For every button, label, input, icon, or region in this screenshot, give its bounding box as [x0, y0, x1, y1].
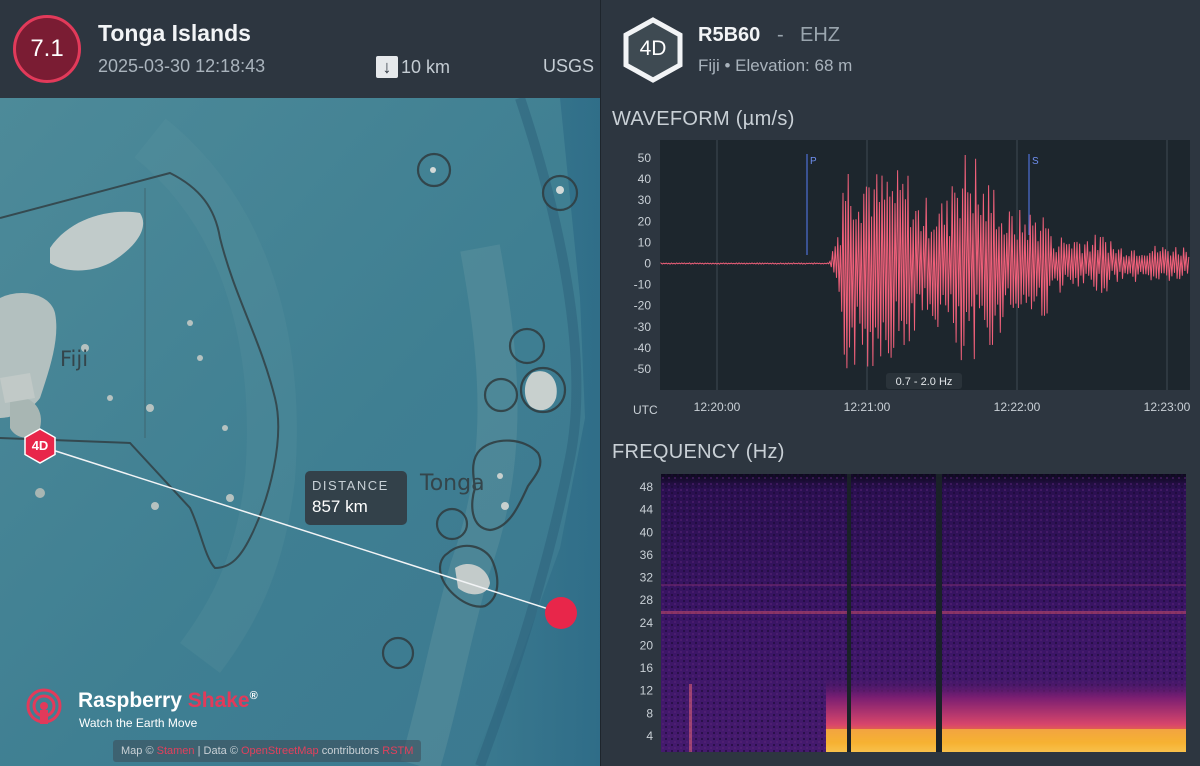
spectrogram-y-tick: 20: [640, 638, 654, 652]
waveform-trace: [660, 154, 1190, 369]
raspberry-shake-logo[interactable]: Raspberry Shake® Watch the Earth Move: [22, 685, 312, 730]
event-map-panel: 7.1 Tonga Islands 2025-03-30 12:18:43 ↓ …: [0, 0, 600, 766]
waveform-y-tick: 30: [638, 193, 652, 207]
phase-p-label: P: [810, 156, 817, 167]
waveform-y-tick: -50: [634, 362, 652, 376]
waveform-title: WAVEFORM (µm/s): [612, 108, 795, 130]
event-depth: ↓ 10 km: [376, 56, 450, 78]
magnitude-badge: 7.1: [13, 15, 81, 83]
brand-tagline: Watch the Earth Move: [79, 716, 198, 730]
map-label-fiji: Fiji: [60, 347, 88, 371]
attribution-link-osm[interactable]: OpenStreetMap: [240, 745, 319, 757]
station-location: Fiji • Elevation: 68 m: [698, 56, 853, 75]
waveform-y-tick: -30: [634, 320, 652, 334]
spectrogram-y-tick: 28: [640, 593, 654, 607]
spectrogram-svg: 48 44 40 36 32 28 24 20 16 12 8 4: [640, 474, 1186, 752]
station-hex-icon: [623, 17, 683, 83]
spectrogram-y-tick: 24: [640, 616, 654, 630]
waveform-chart[interactable]: 50 40 30 20 10 0 -10 -20 -30 -40 -50 12:20:00 12:21…: [611, 140, 1191, 420]
panel-divider: [600, 0, 601, 766]
frequency-title: FREQUENCY (Hz): [612, 441, 785, 463]
phase-s-label: S: [1032, 156, 1039, 167]
map-view[interactable]: Fiji Tonga DISTANCE 857 km 4D Raspberry: [0, 98, 600, 766]
spectrogram-y-tick: 40: [640, 525, 654, 539]
distance-tooltip: DISTANCE 857 km: [305, 471, 407, 525]
filter-badge: [886, 373, 962, 389]
spectrogram-y-tick: 12: [640, 684, 654, 698]
station-separator: -: [777, 24, 784, 46]
spectrogram-y-tick: 32: [640, 571, 654, 585]
waveform-y-tick: 20: [638, 214, 652, 228]
waveform-x-tick: 12:23:00: [1144, 400, 1191, 414]
depth-value: 10 km: [401, 56, 451, 77]
spectrogram-y-tick: 8: [646, 706, 653, 720]
station-marker-label: 4D: [31, 438, 49, 453]
waveform-x-tick: 12:21:00: [844, 400, 891, 414]
waveform-y-tick: 10: [638, 235, 652, 249]
spectrogram-chart[interactable]: 48 44 40 36 32 28 24 20 16 12 8 4: [611, 474, 1191, 759]
event-title: Tonga Islands: [98, 20, 251, 46]
waveform-y-tick: -10: [634, 278, 652, 292]
epicenter-marker[interactable]: [545, 597, 577, 629]
station-marker-hex-icon: [24, 428, 56, 464]
event-header: 7.1 Tonga Islands 2025-03-30 12:18:43 ↓ …: [0, 0, 600, 98]
waveform-x-tick: 12:22:00: [994, 400, 1041, 414]
event-source[interactable]: USGS: [543, 56, 595, 76]
waveform-y-tick: 50: [638, 151, 652, 165]
waveform-y-tick: 0: [644, 257, 651, 271]
waveform-svg: 50 40 30 20 10 0 -10 -20 -30 -40 -50 12:20:00 12:21…: [633, 140, 1191, 417]
distance-label: DISTANCE: [312, 478, 389, 493]
attribution-link-stamen[interactable]: Stamen: [156, 745, 195, 757]
waveform-y-tick: 40: [638, 172, 652, 186]
waveform-y-tick: -40: [634, 341, 652, 355]
arrow-down-icon: ↓: [376, 56, 398, 78]
station-network: 4D: [639, 37, 667, 60]
distance-value: 857 km: [312, 497, 368, 516]
station-panel: 4D R5B60 - EHZ Fiji • Elevation: 68 m WA…: [601, 0, 1200, 766]
filter-label: 0.7 - 2.0 Hz: [896, 376, 953, 388]
spectrogram-y-tick: 16: [640, 661, 654, 675]
timezone-label: UTC: [633, 403, 658, 417]
brand-name: Raspberry Shake®: [78, 689, 258, 712]
waveform-y-tick: -20: [634, 299, 652, 313]
event-datetime: 2025-03-30 12:18:43: [98, 56, 266, 76]
attribution-link-rstm[interactable]: RSTM: [382, 745, 414, 757]
station-channel: EHZ: [800, 24, 840, 46]
spectrogram-y-tick: 44: [640, 503, 654, 517]
spectrogram-y-tick: 36: [640, 548, 654, 562]
spectrogram-y-tick: 48: [640, 480, 654, 494]
map-label-tonga: Tonga: [419, 471, 485, 496]
map-attribution: Map © Stamen | Data © OpenStreetMap cont…: [113, 740, 422, 762]
station-id: R5B60: [698, 24, 761, 46]
waveform-x-tick: 12:20:00: [694, 400, 741, 414]
spectrogram-y-tick: 4: [646, 729, 653, 743]
map-canvas: Fiji Tonga: [0, 98, 600, 766]
